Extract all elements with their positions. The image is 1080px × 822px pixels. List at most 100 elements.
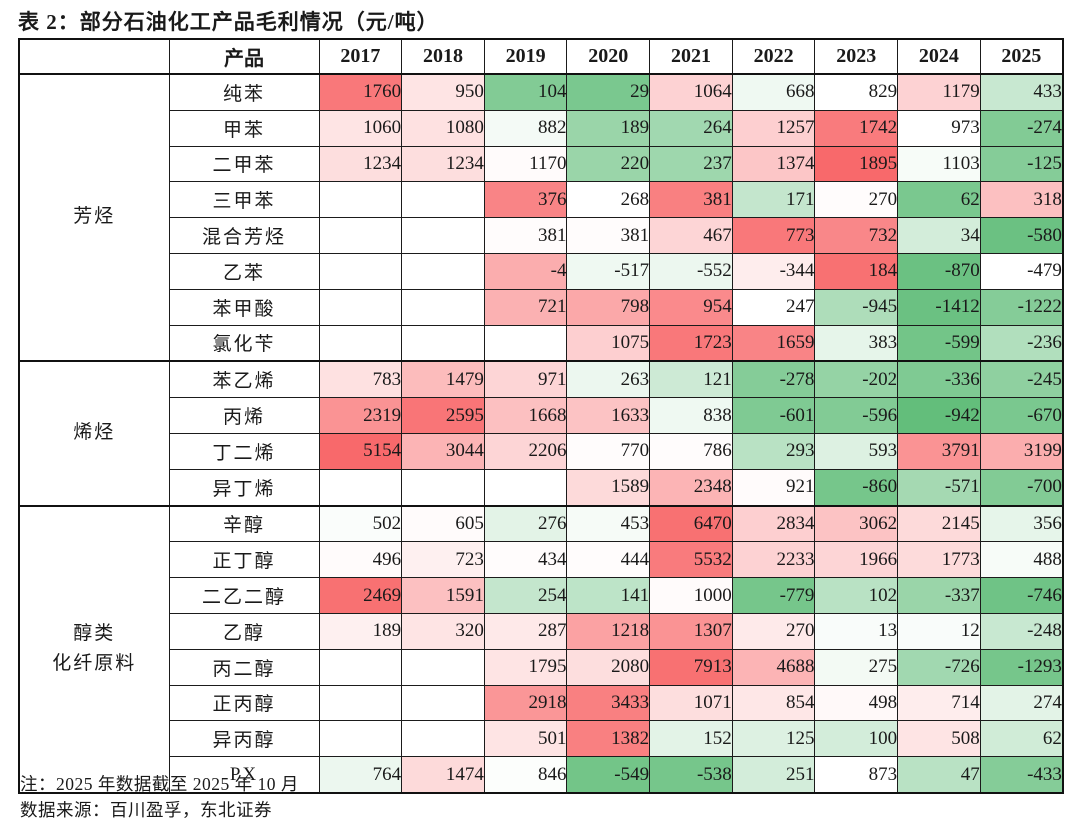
product-name: 丙烯	[168, 397, 320, 434]
value-cell-甲苯-2025: -274	[979, 109, 1064, 147]
table-title: 表 2：部分石油化工产品毛利情况（元/吨）	[18, 10, 439, 34]
value-cell-辛醇-2023: 3062	[814, 504, 899, 543]
value-cell-纯苯-2021: 1064	[649, 72, 733, 111]
value-cell-丙烯-2024: -942	[897, 397, 981, 434]
value-cell-混合芳烃-2023: 732	[814, 217, 899, 254]
value-cell-乙醇-2021: 1307	[649, 612, 733, 650]
value-cell-丙烯-2025: -670	[979, 397, 1064, 434]
value-cell-甲苯-2019: 882	[483, 109, 568, 147]
table-source: 数据来源：百川盈孚，东北证券	[20, 800, 272, 820]
value-cell-异丙醇-2022: 125	[731, 720, 816, 758]
product-name: PX	[168, 756, 320, 794]
header-product: 产品	[168, 38, 320, 75]
value-cell-丁二烯-2020: 770	[566, 432, 651, 470]
value-cell-PX-2024: 47	[897, 756, 981, 794]
product-name: 苯乙烯	[168, 360, 320, 399]
value-cell-异丁烯-2024: -571	[897, 468, 981, 507]
table-row-异丁烯: 异丁烯 1589 2348 921 -860 -571 -700	[19, 468, 1064, 507]
table-row-混合芳烃: 混合芳烃 381 381 467 773 732 34 -580	[19, 217, 1064, 254]
value-cell-二乙二醇-2024: -337	[897, 577, 981, 614]
value-cell-PX-2017: 764	[318, 756, 403, 794]
product-name: 三甲苯	[168, 181, 320, 219]
value-cell-辛醇-2024: 2145	[897, 504, 981, 543]
header-year-2020: 2020	[566, 38, 651, 75]
value-cell-二乙二醇-2017: 2469	[318, 577, 403, 614]
value-cell-苯乙烯-2024: -336	[897, 360, 981, 399]
value-cell-苯乙烯-2025: -245	[979, 360, 1064, 399]
value-cell-乙苯-2020: -517	[566, 252, 651, 290]
value-cell-正丁醇-2022: 2233	[731, 541, 816, 579]
value-cell-三甲苯-2017	[318, 181, 403, 219]
value-cell-苯乙烯-2017: 783	[318, 360, 403, 399]
value-cell-苯乙烯-2023: -202	[814, 360, 899, 399]
table-row-二甲苯: 二甲苯 1234 1234 1170 220 237 1374 1895 1103 -125	[19, 145, 1064, 183]
product-name: 乙醇	[168, 612, 320, 650]
value-cell-甲苯-2023: 1742	[814, 109, 899, 147]
header-year-2023: 2023	[814, 38, 899, 75]
value-cell-二乙二醇-2018: 1591	[401, 577, 485, 614]
value-cell-辛醇-2025: 356	[979, 504, 1064, 543]
value-cell-甲苯-2020: 189	[566, 109, 651, 147]
value-cell-丁二烯-2025: 3199	[979, 432, 1064, 470]
value-cell-正丁醇-2021: 5532	[649, 541, 733, 579]
value-cell-苯甲酸-2025: -1222	[979, 288, 1064, 326]
table-row-异丙醇: 异丙醇 501 1382 152 125 100 508 62	[19, 720, 1064, 758]
table-row-三甲苯: 三甲苯 376 268 381 171 270 62 318	[19, 181, 1064, 219]
value-cell-纯苯-2019: 104	[483, 72, 568, 111]
value-cell-苯乙烯-2022: -278	[731, 360, 816, 399]
value-cell-正丙醇-2024: 714	[897, 684, 981, 722]
value-cell-丙二醇-2023: 275	[814, 648, 899, 686]
value-cell-乙苯-2018	[401, 252, 485, 290]
value-cell-二甲苯-2024: 1103	[897, 145, 981, 183]
value-cell-三甲苯-2023: 270	[814, 181, 899, 219]
value-cell-纯苯-2023: 829	[814, 72, 899, 111]
value-cell-混合芳烃-2020: 381	[566, 217, 651, 254]
table-row-乙苯: 乙苯 -4 -517 -552 -344 184 -870 -479	[19, 252, 1064, 290]
value-cell-正丙醇-2020: 3433	[566, 684, 651, 722]
value-cell-纯苯-2018: 950	[401, 72, 485, 111]
value-cell-苯甲酸-2023: -945	[814, 288, 899, 326]
value-cell-苯甲酸-2019: 721	[483, 288, 568, 326]
value-cell-PX-2022: 251	[731, 756, 816, 794]
value-cell-苯甲酸-2021: 954	[649, 288, 733, 326]
value-cell-氯化苄-2017	[318, 324, 403, 362]
product-name: 氯化苄	[168, 324, 320, 362]
table-row-纯苯: 芳烃 纯苯 1760 950 104 29 1064 668 829 1179 433	[18, 72, 1064, 362]
value-cell-丁二烯-2019: 2206	[483, 432, 568, 470]
value-cell-甲苯-2022: 1257	[731, 109, 816, 147]
value-cell-正丙醇-2025: 274	[979, 684, 1064, 722]
table-row-丙二醇: 丙二醇 1795 2080 7913 4688 275 -726 -1293	[19, 648, 1064, 686]
value-cell-苯乙烯-2019: 971	[483, 360, 568, 399]
value-cell-正丁醇-2024: 1773	[897, 541, 981, 579]
product-name: 异丁烯	[168, 468, 320, 507]
table-row-丁二烯: 丁二烯 5154 3044 2206 770 786 293 593 3791 3199	[19, 432, 1064, 470]
table-row-辛醇: 醇类 化纤原料 辛醇 502 605 276 453 6470 2834 3062 2145 356	[18, 504, 1064, 794]
product-name: 甲苯	[168, 109, 320, 147]
value-cell-辛醇-2017: 502	[318, 504, 403, 543]
value-cell-二甲苯-2018: 1234	[401, 145, 485, 183]
product-name: 二乙二醇	[168, 577, 320, 614]
table-row-氯化苄: 氯化苄 1075 1723 1659 383 -599 -236	[19, 324, 1064, 362]
value-cell-PX-2020: -549	[566, 756, 651, 794]
value-cell-正丙醇-2021: 1071	[649, 684, 733, 722]
value-cell-正丙醇-2022: 854	[731, 684, 816, 722]
table-row-正丙醇: 正丙醇 2918 3433 1071 854 498 714 274	[19, 684, 1064, 722]
value-cell-辛醇-2021: 6470	[649, 504, 733, 543]
value-cell-二乙二醇-2025: -746	[979, 577, 1064, 614]
value-cell-三甲苯-2022: 171	[731, 181, 816, 219]
table-header: 产品 2017 2018 2019 2020 2021 2022 2023 2024 2025	[18, 38, 1064, 75]
table-row-苯乙烯: 烯烃 苯乙烯 783 1479 971 263 121 -278 -202 -336 -245	[18, 360, 1064, 507]
value-cell-丁二烯-2022: 293	[731, 432, 816, 470]
product-name: 苯甲酸	[168, 288, 320, 326]
value-cell-纯苯-2020: 29	[566, 72, 651, 111]
product-name: 混合芳烃	[168, 217, 320, 254]
value-cell-异丙醇-2024: 508	[897, 720, 981, 758]
value-cell-乙醇-2018: 320	[401, 612, 485, 650]
product-name: 辛醇	[168, 504, 320, 543]
value-cell-丙二醇-2019: 1795	[483, 648, 568, 686]
group-label-1: 烯烃	[18, 360, 170, 507]
value-cell-甲苯-2018: 1080	[401, 109, 485, 147]
value-cell-辛醇-2020: 453	[566, 504, 651, 543]
value-cell-乙苯-2019: -4	[483, 252, 568, 290]
value-cell-苯甲酸-2022: 247	[731, 288, 816, 326]
